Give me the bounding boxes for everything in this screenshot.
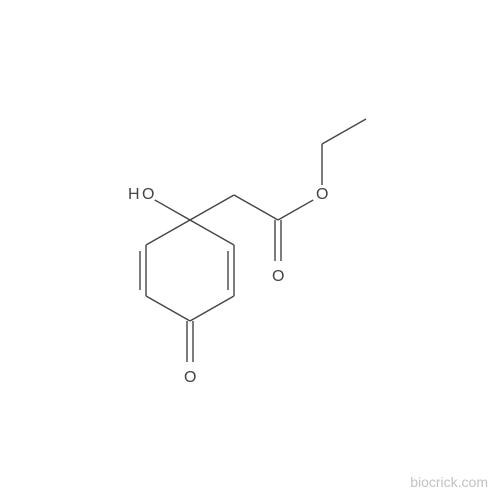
molecule-svg: HOOOO: [0, 0, 500, 500]
svg-text:O: O: [142, 186, 154, 203]
svg-text:O: O: [272, 268, 284, 285]
watermark-text: biocrick.com: [410, 474, 488, 490]
svg-text:O: O: [316, 186, 328, 203]
svg-text:O: O: [184, 369, 196, 386]
svg-text:H: H: [128, 186, 140, 203]
